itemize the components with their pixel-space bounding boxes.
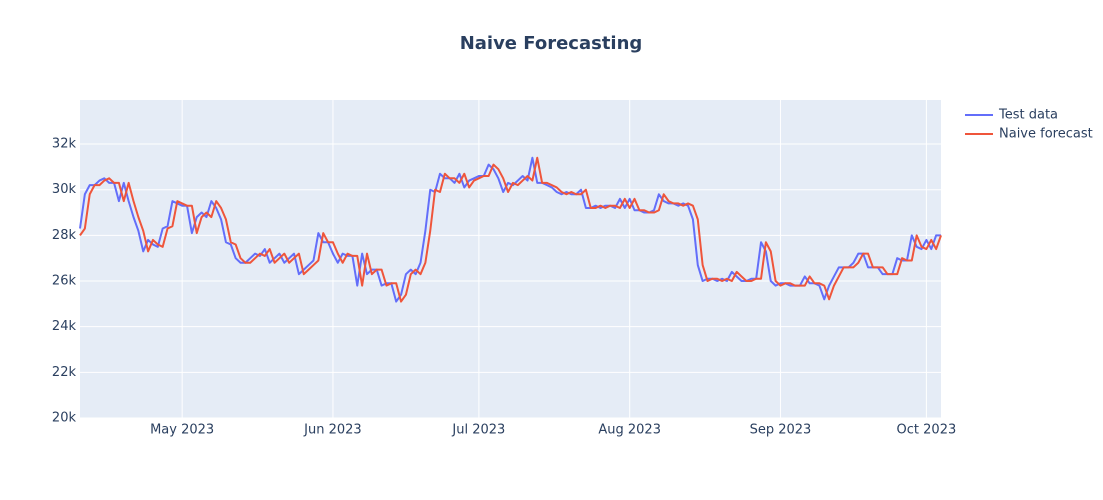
x-tick-label: Sep 2023 xyxy=(750,423,812,438)
x-tick-label: Oct 2023 xyxy=(897,423,957,438)
y-tick-label: 26k xyxy=(52,274,77,289)
y-tick-label: 30k xyxy=(52,182,77,197)
x-tick-label: Aug 2023 xyxy=(598,423,661,438)
legend-label[interactable]: Naive forecast xyxy=(999,127,1093,142)
legend-label[interactable]: Test data xyxy=(998,108,1058,123)
y-tick-label: 22k xyxy=(52,365,77,380)
x-tick-label: Jul 2023 xyxy=(451,423,505,438)
y-tick-label: 24k xyxy=(52,319,77,334)
series-line xyxy=(79,156,942,303)
y-tick-label: 20k xyxy=(52,411,77,426)
chart-title: Naive Forecasting xyxy=(460,33,643,54)
y-tick-label: 28k xyxy=(52,228,77,243)
x-tick-label: Jun 2023 xyxy=(303,423,362,438)
plot-area xyxy=(80,100,941,418)
x-tick-label: May 2023 xyxy=(150,423,214,438)
y-tick-label: 32k xyxy=(52,137,77,152)
